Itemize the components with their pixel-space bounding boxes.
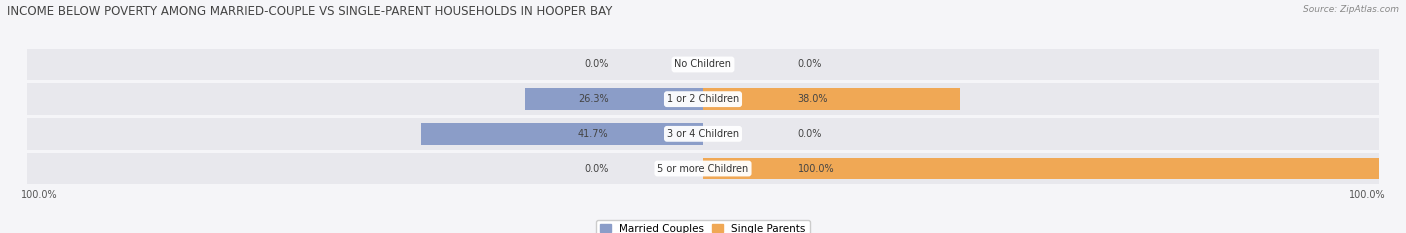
Text: 100.0%: 100.0%	[1348, 190, 1385, 200]
Bar	[526, 88, 703, 110]
Legend: Married Couples, Single Parents: Married Couples, Single Parents	[596, 220, 810, 233]
Text: 26.3%: 26.3%	[578, 94, 609, 104]
Text: 5 or more Children: 5 or more Children	[658, 164, 748, 174]
Text: 3 or 4 Children: 3 or 4 Children	[666, 129, 740, 139]
Text: 0.0%: 0.0%	[583, 164, 609, 174]
Bar	[27, 118, 1379, 150]
Bar	[27, 153, 1379, 185]
Bar	[422, 123, 703, 145]
Text: 38.0%: 38.0%	[797, 94, 828, 104]
Text: INCOME BELOW POVERTY AMONG MARRIED-COUPLE VS SINGLE-PARENT HOUSEHOLDS IN HOOPER : INCOME BELOW POVERTY AMONG MARRIED-COUPL…	[7, 5, 613, 18]
Text: 0.0%: 0.0%	[797, 129, 823, 139]
Text: 0.0%: 0.0%	[797, 59, 823, 69]
Text: 0.0%: 0.0%	[583, 59, 609, 69]
Bar	[703, 158, 1379, 179]
Text: No Children: No Children	[675, 59, 731, 69]
Text: Source: ZipAtlas.com: Source: ZipAtlas.com	[1303, 5, 1399, 14]
Text: 100.0%: 100.0%	[797, 164, 834, 174]
Text: 100.0%: 100.0%	[21, 190, 58, 200]
Bar	[27, 48, 1379, 80]
Bar	[27, 83, 1379, 115]
Text: 1 or 2 Children: 1 or 2 Children	[666, 94, 740, 104]
Text: 41.7%: 41.7%	[578, 129, 609, 139]
Bar	[703, 88, 960, 110]
